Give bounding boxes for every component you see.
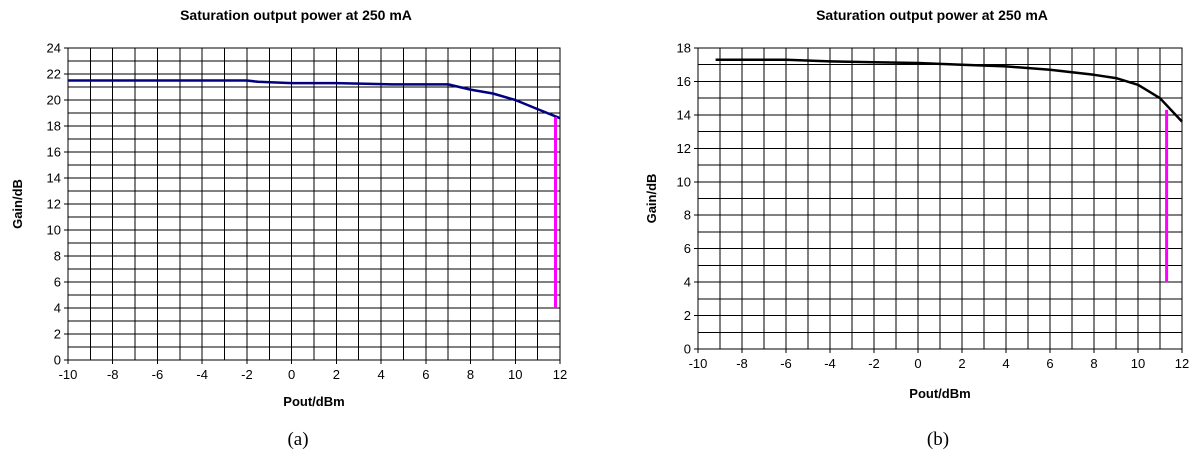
y-axis-label: Gain/dB [10, 179, 25, 229]
chart-title: Saturation output power at 250 mA [816, 7, 1048, 23]
y-tick-label: 24 [47, 41, 61, 56]
x-tick-label: -2 [241, 367, 253, 382]
x-tick-label: 8 [1090, 356, 1097, 371]
x-tick-label: -10 [59, 367, 78, 382]
plot-frame [697, 47, 1183, 350]
y-axis-label: Gain/dB [644, 174, 659, 224]
x-tick-label: 4 [377, 367, 384, 382]
y-tick-label: 10 [677, 174, 691, 189]
x-tick-label: 2 [958, 356, 965, 371]
x-tick-label: 4 [1002, 356, 1009, 371]
y-tick-label: 4 [54, 301, 61, 316]
x-tick-label: 0 [288, 367, 295, 382]
x-tick-label: 12 [553, 367, 567, 382]
y-tick-label: 14 [47, 171, 61, 186]
y-tick-label: 0 [684, 342, 691, 357]
y-tick-label: 2 [684, 308, 691, 323]
chart-b: 0 2 4 6 8 10 12 14 16 18 -10 -8 -6 -4 -2 0 2 4 6 8 10 12 Satur… [644, 7, 1189, 450]
x-tick-label: 10 [508, 367, 522, 382]
y-tick-label: 8 [684, 208, 691, 223]
y-tick-label: 12 [47, 197, 61, 212]
y-tick-label: 14 [677, 107, 691, 122]
x-tick-label: -2 [868, 356, 880, 371]
gain-series-line [68, 79, 561, 120]
y-tick-label: 22 [47, 67, 61, 82]
y-tick-label: 16 [47, 145, 61, 160]
y-tick-label: 18 [47, 119, 61, 134]
x-tick-label: -6 [152, 367, 164, 382]
y-tick-label: 6 [54, 275, 61, 290]
y-tick-label: 20 [47, 93, 61, 108]
x-axis-label: Pout/dBm [909, 386, 970, 401]
x-tick-label: -8 [736, 356, 748, 371]
x-tick-label: -4 [196, 367, 208, 382]
x-tick-label: 8 [467, 367, 474, 382]
figure-caption: (b) [927, 429, 949, 450]
y-tick-label: 6 [684, 241, 691, 256]
x-tick-label: 0 [914, 356, 921, 371]
x-tick-label: -8 [107, 367, 119, 382]
figure-caption: (a) [287, 429, 308, 450]
x-tick-label: -4 [824, 356, 836, 371]
x-tick-label: 6 [422, 367, 429, 382]
gain-series-line [715, 58, 1183, 123]
x-tick-label: -10 [689, 356, 708, 371]
x-tick-label: -6 [780, 356, 792, 371]
y-tick-label: 0 [54, 353, 61, 368]
y-tick-label: 4 [684, 275, 691, 290]
y-tick-label: 12 [677, 141, 691, 156]
x-tick-label: 10 [1131, 356, 1145, 371]
y-tick-label: 10 [47, 223, 61, 238]
y-tick-label: 16 [677, 74, 691, 89]
x-axis-label: Pout/dBm [283, 394, 344, 409]
x-tick-label: 12 [1175, 356, 1189, 371]
y-tick-label: 8 [54, 249, 61, 264]
y-tick-label: 2 [54, 327, 61, 342]
x-tick-label: 2 [333, 367, 340, 382]
chart-title: Saturation output power at 250 mA [180, 7, 412, 23]
x-tick-label: 6 [1046, 356, 1053, 371]
y-tick-label: 18 [677, 41, 691, 56]
